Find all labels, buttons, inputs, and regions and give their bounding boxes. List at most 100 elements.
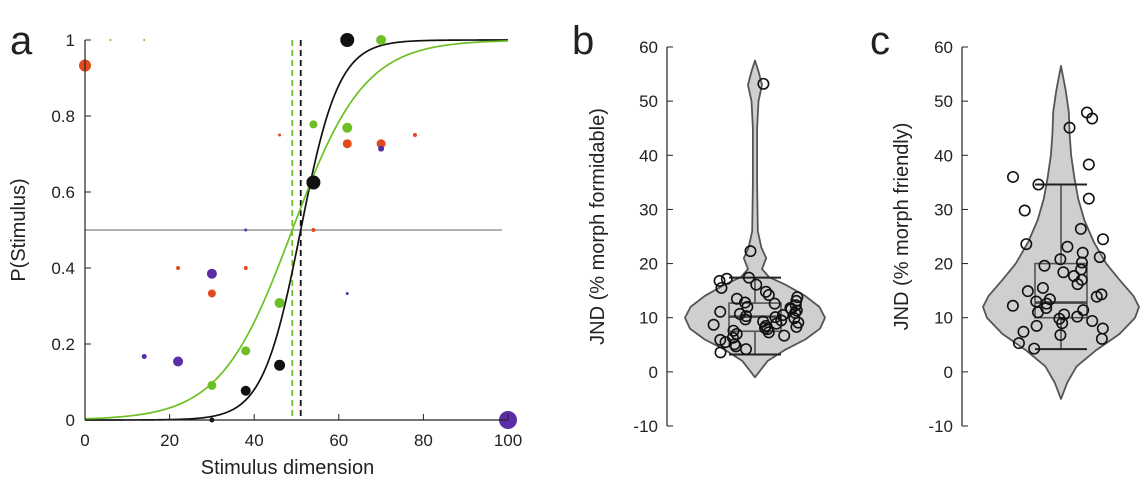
y-tick-label: 20 bbox=[639, 255, 658, 274]
data-point bbox=[1074, 222, 1087, 235]
data-point bbox=[762, 326, 775, 339]
y-tick-label: 50 bbox=[639, 92, 658, 111]
data-point bbox=[739, 313, 752, 326]
panel-b-violin-plot: b -10 0 10 20 30 40 50 60 JND (% morph formidab… bbox=[572, 19, 826, 436]
data-point bbox=[1020, 238, 1033, 251]
data-point bbox=[1012, 337, 1025, 350]
data-point bbox=[1018, 204, 1031, 217]
data-point bbox=[713, 274, 726, 287]
point-orange bbox=[207, 289, 216, 298]
point-green bbox=[143, 39, 146, 41]
point-black bbox=[340, 33, 355, 47]
data-point bbox=[1017, 325, 1030, 338]
data-point bbox=[1086, 112, 1099, 125]
data-point bbox=[1082, 192, 1095, 205]
x-tick-label: 100 bbox=[494, 431, 522, 450]
point-orange bbox=[412, 133, 417, 137]
y-tick-label: -10 bbox=[928, 417, 953, 436]
point-orange bbox=[243, 266, 248, 270]
data-point bbox=[1057, 266, 1070, 279]
data-point bbox=[741, 300, 754, 313]
data-point bbox=[1040, 297, 1053, 310]
x-axis-label: Stimulus dimension bbox=[201, 457, 374, 479]
panel-a-psychometric-plot: a 0 0.2 0.4 0.6 0.8 1 0 20 40 60 80 100 Stimulus di… bbox=[8, 19, 522, 479]
y-tick-label: 60 bbox=[934, 38, 953, 57]
data-point bbox=[1031, 306, 1044, 319]
point-orange bbox=[278, 133, 282, 137]
point-purple bbox=[244, 228, 248, 232]
data-point bbox=[720, 272, 733, 285]
data-point bbox=[1086, 314, 1099, 327]
data-points bbox=[79, 33, 517, 429]
data-point bbox=[1095, 332, 1108, 345]
x-tick-label: 60 bbox=[329, 431, 348, 450]
point-black bbox=[306, 175, 321, 190]
y-axis-label-c: JND (% morph friendly) bbox=[891, 123, 913, 331]
x-tick-label: 0 bbox=[80, 431, 89, 450]
data-point bbox=[1038, 259, 1051, 272]
point-orange bbox=[176, 266, 181, 270]
violin-shape bbox=[684, 59, 826, 379]
y-tick-label: 0 bbox=[66, 411, 75, 430]
data-point bbox=[1006, 299, 1019, 312]
point-green bbox=[241, 346, 251, 356]
panel-label-c: c bbox=[870, 19, 890, 63]
data-point bbox=[1054, 329, 1067, 342]
data-point bbox=[714, 305, 727, 318]
y-tick-label: 0 bbox=[649, 363, 658, 382]
data-point bbox=[1054, 253, 1067, 266]
data-point bbox=[1028, 342, 1041, 355]
data-point bbox=[1036, 281, 1049, 294]
data-point bbox=[1071, 310, 1084, 323]
y-tick-label: 0.8 bbox=[51, 107, 75, 126]
point-purple bbox=[141, 354, 147, 360]
point-purple bbox=[206, 268, 217, 279]
y-tick-label: 40 bbox=[639, 146, 658, 165]
data-point bbox=[1093, 251, 1106, 264]
data-point bbox=[1061, 240, 1074, 253]
data-point bbox=[1032, 178, 1045, 191]
panel-c-violin-plot: c -10 0 10 20 30 40 50 60 JND (% morph friendly… bbox=[870, 19, 1140, 436]
point-green bbox=[109, 39, 112, 41]
y-tick-label: 30 bbox=[934, 200, 953, 219]
y-tick-label: 0 bbox=[944, 363, 953, 382]
data-point bbox=[1090, 290, 1103, 303]
data-point bbox=[778, 329, 791, 342]
y-tick-label: 0.6 bbox=[51, 183, 75, 202]
data-point bbox=[742, 271, 755, 284]
data-point bbox=[1071, 278, 1084, 291]
y-tick-label: 1 bbox=[66, 31, 75, 50]
point-green bbox=[309, 120, 318, 129]
y-tick-label: 30 bbox=[639, 200, 658, 219]
point-purple bbox=[378, 145, 385, 152]
point-purple bbox=[345, 291, 349, 295]
point-black bbox=[274, 359, 286, 371]
data-point bbox=[1030, 319, 1043, 332]
panel-label-a: a bbox=[10, 19, 33, 63]
y-axis-label-b: JND (% morph formidable) bbox=[587, 108, 609, 345]
data-point bbox=[759, 285, 772, 298]
data-point bbox=[1021, 285, 1034, 298]
y-tick-label: 50 bbox=[934, 92, 953, 111]
data-point bbox=[1063, 121, 1076, 134]
point-green bbox=[376, 35, 387, 45]
violin-b: -10 0 10 20 30 40 50 60 bbox=[633, 38, 826, 436]
y-tick-label: 60 bbox=[639, 38, 658, 57]
data-point bbox=[790, 320, 803, 333]
x-tick-label: 80 bbox=[414, 431, 433, 450]
data-point bbox=[790, 304, 803, 317]
data-point bbox=[739, 343, 752, 356]
y-tick-label: 10 bbox=[934, 309, 953, 328]
point-black bbox=[240, 385, 251, 396]
data-point bbox=[1006, 170, 1019, 183]
x-tick-label: 20 bbox=[160, 431, 179, 450]
curve-green bbox=[84, 40, 509, 420]
panel-label-b: b bbox=[572, 19, 594, 63]
y-tick-label: 40 bbox=[934, 146, 953, 165]
data-point bbox=[757, 77, 770, 90]
data-point bbox=[714, 333, 727, 346]
data-point bbox=[769, 311, 782, 324]
point-orange bbox=[311, 228, 316, 232]
data-point bbox=[727, 324, 740, 337]
